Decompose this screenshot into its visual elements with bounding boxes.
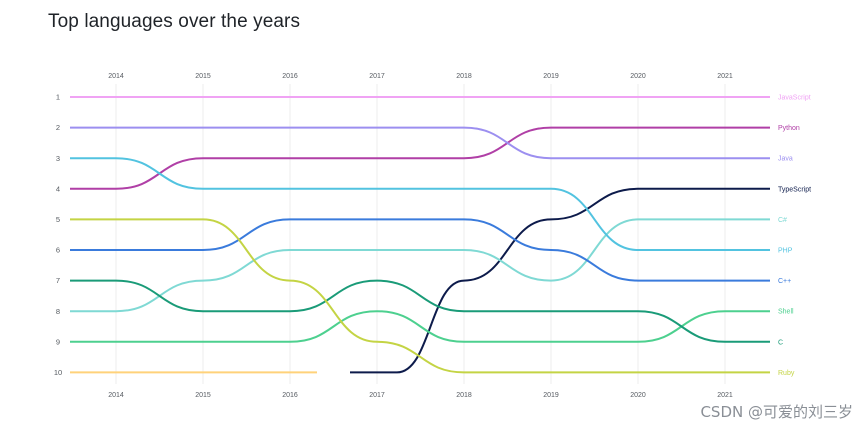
x-tick-top: 2021 [717,73,733,80]
x-tick-bottom: 2017 [369,392,385,399]
series-label-python: Python [778,125,800,132]
series-line-c [70,279,770,343]
x-tick-bottom: 2014 [108,392,124,399]
rank-label: 9 [56,337,60,346]
x-tick-bottom: 2019 [543,392,559,399]
series-line-c- [70,218,770,313]
x-tick-top: 2020 [630,73,646,80]
x-tick-top: 2016 [282,73,298,80]
x-tick-bottom: 2015 [195,392,211,399]
rank-label: 10 [54,368,62,377]
series-label-php: PHP [778,248,793,255]
series-line-python [70,126,770,190]
gridlines [115,84,726,384]
series-label-java: Java [778,156,793,163]
x-axis-top: 2014 2015 2016 2017 2018 2019 2020 2021 [108,73,733,80]
x-tick-bottom: 2020 [630,392,646,399]
rank-label: 6 [56,246,60,255]
x-axis-bottom: 2014 2015 2016 2017 2018 2019 2020 2021 [108,392,733,399]
series-lines [70,96,770,374]
rank-label: 7 [56,276,60,285]
x-tick-top: 2017 [369,73,385,80]
chart-title: Top languages over the years [48,11,301,32]
series-label-c-: C# [778,217,787,224]
x-tick-top: 2019 [543,73,559,80]
x-tick-bottom: 2016 [282,392,298,399]
series-label-shell: Shell [778,309,794,316]
rank-label: 1 [56,93,60,102]
series-label-typescript: TypeScript [778,186,811,193]
series-line-typescript [350,187,770,374]
rank-label: 2 [56,123,60,132]
rank-label: 8 [56,307,60,316]
series-labels: JavaScript Python Java TypeScript C# PHP C++ Sh… [778,95,811,377]
series-line-java [70,126,770,160]
x-tick-top: 2014 [108,73,124,80]
series-line-php [70,157,770,251]
x-tick-top: 2018 [456,73,472,80]
series-label-c-: C++ [778,278,791,285]
x-tick-bottom: 2018 [456,392,472,399]
series-label-c: C [778,339,783,346]
series-line-c- [70,218,770,282]
y-axis-ranks: 1 2 3 4 5 6 7 8 9 10 [54,93,62,377]
rank-label: 3 [56,154,60,163]
series-label-ruby: Ruby [778,370,795,377]
x-tick-top: 2015 [195,73,211,80]
series-line-ruby [70,218,770,374]
x-tick-bottom: 2021 [717,392,733,399]
watermark: CSDN @可爱的刘三岁 [700,403,853,421]
rank-label: 4 [56,184,60,193]
rank-label: 5 [56,215,60,224]
series-label-javascript: JavaScript [778,95,811,102]
